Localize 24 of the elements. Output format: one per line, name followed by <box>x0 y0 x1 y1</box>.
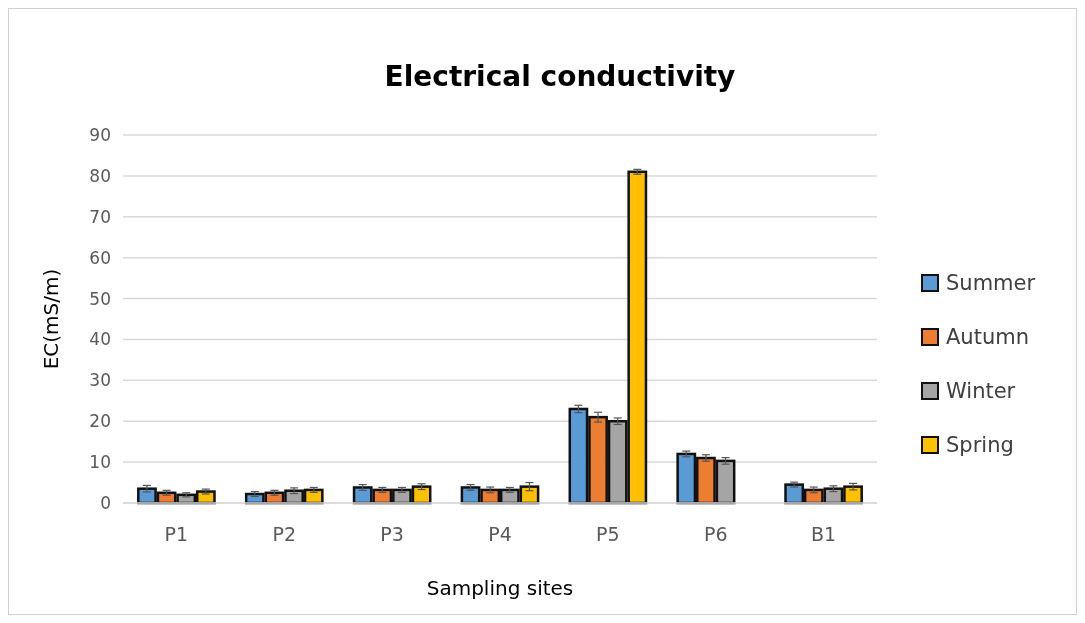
legend-label: Spring <box>946 433 1014 458</box>
legend-label: Summer <box>946 271 1036 296</box>
y-tick-label: 40 <box>89 329 111 350</box>
y-tick-label: 10 <box>89 452 111 473</box>
x-tick-label: B1 <box>811 523 837 545</box>
x-tick-label: P4 <box>488 523 512 545</box>
x-tick-label: P3 <box>380 523 404 545</box>
y-tick-label: 20 <box>89 411 111 432</box>
y-tick-label: 50 <box>89 288 111 309</box>
legend-label: Autumn <box>946 325 1029 350</box>
x-tick-label: P1 <box>164 523 189 545</box>
x-tick-label: P5 <box>596 523 620 545</box>
y-tick-label: 0 <box>100 492 111 513</box>
x-tick-label: P6 <box>703 523 728 545</box>
y-tick-label: 30 <box>89 370 111 391</box>
y-tick-label: 60 <box>89 247 111 268</box>
y-tick-label: 70 <box>89 206 111 227</box>
y-tick-label: 90 <box>89 124 111 145</box>
legend-label: Winter <box>946 379 1016 404</box>
chart-title: Electrical conductivity <box>384 60 736 93</box>
y-tick-label: 80 <box>89 165 111 186</box>
x-axis-title: Sampling sites <box>426 576 574 600</box>
y-axis-title: EC(mS/m) <box>39 268 63 370</box>
x-tick-label: P2 <box>272 523 297 545</box>
